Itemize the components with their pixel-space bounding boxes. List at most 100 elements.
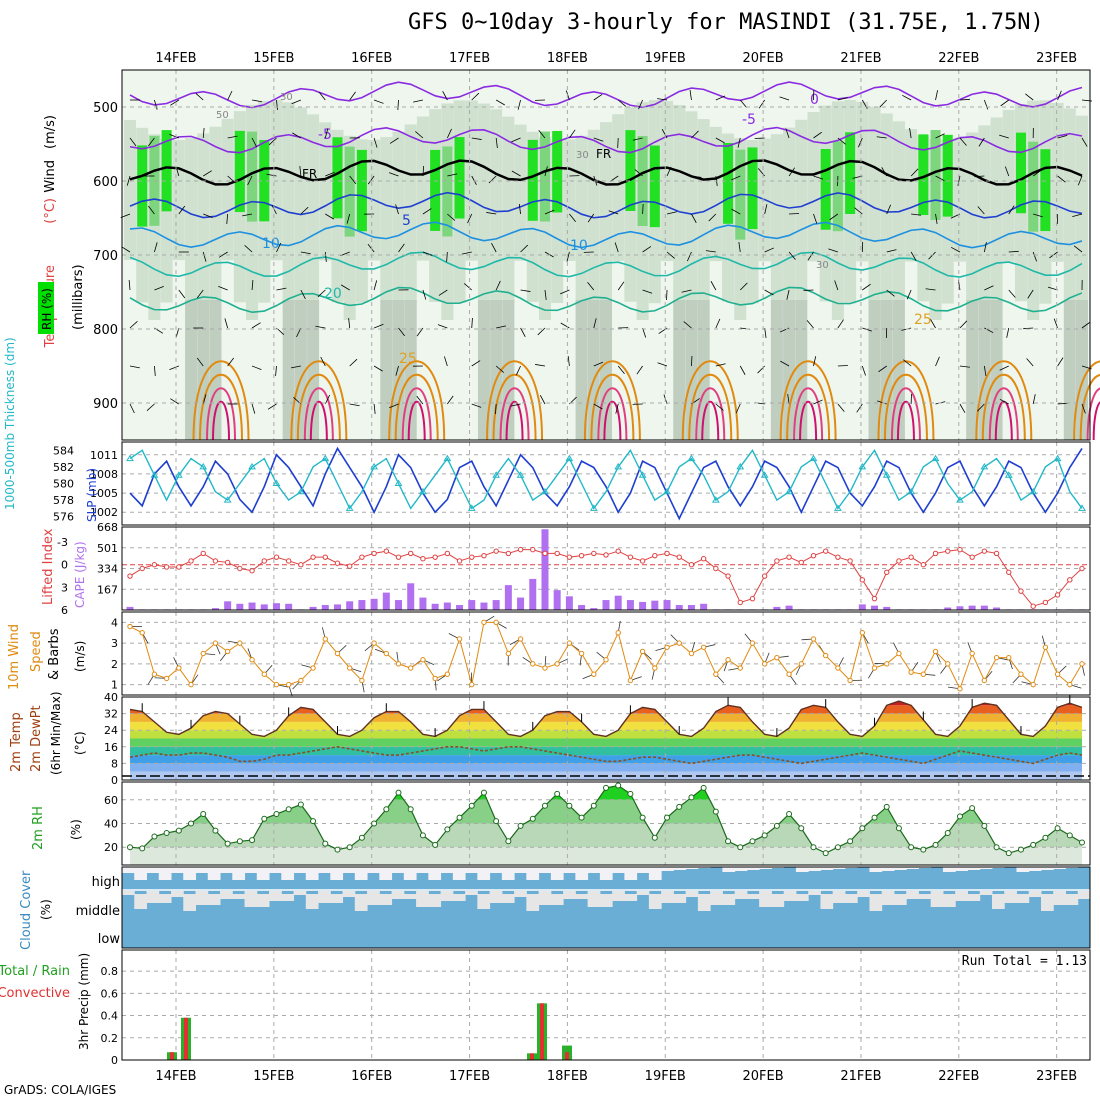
wind-barb <box>511 137 521 143</box>
rh-shading <box>477 103 490 302</box>
rh-point <box>334 846 341 853</box>
wind-barb <box>373 99 384 104</box>
wind-barb <box>999 134 1009 139</box>
rh-moist-shading <box>356 149 367 232</box>
wind-barb <box>906 289 912 300</box>
wind-barb <box>154 365 156 376</box>
thickness-point <box>443 454 452 462</box>
credit-label: GrADS: COLA/IGES <box>4 1083 117 1097</box>
lifted-index-point <box>224 559 231 566</box>
rh-point <box>432 841 439 848</box>
lifted-index-point <box>285 558 292 564</box>
middle-cloud-gap <box>514 891 527 897</box>
rh-shading <box>966 132 979 302</box>
rh-band <box>130 799 1082 824</box>
rh-point <box>554 790 561 797</box>
middle-cloud-gap <box>477 894 491 909</box>
precip-convective-bar <box>170 1052 174 1060</box>
wind-barb <box>715 318 721 329</box>
cape-bar <box>224 601 232 610</box>
lifted-index-point <box>469 554 475 560</box>
run-total-label: Run Total = 1.13 <box>962 954 1087 969</box>
wind-barb <box>463 283 473 291</box>
wind-barb <box>447 173 458 177</box>
wind-barb <box>764 204 768 215</box>
wind-barb <box>438 289 448 296</box>
wind-barb <box>715 137 725 144</box>
cape-bar <box>602 600 610 610</box>
lifted-index-point <box>1030 603 1036 609</box>
wind-barb <box>315 325 326 329</box>
wind-barb <box>544 209 555 215</box>
wind-speed-point <box>847 677 853 684</box>
wind-barb <box>537 327 546 336</box>
high-cloud-gap <box>759 867 772 869</box>
wind-barb <box>813 131 822 139</box>
wind-barb <box>1025 93 1034 101</box>
ylabel-wind: Wind <box>43 160 58 193</box>
high-cloud-gap <box>122 867 135 873</box>
rh-moist-shading <box>234 130 245 213</box>
wind-speed-point <box>664 644 670 650</box>
wind-barb <box>837 403 845 412</box>
wind-barb <box>520 289 531 292</box>
wind-barb <box>881 167 888 177</box>
cape-bar <box>321 605 329 610</box>
cape-bar <box>687 605 695 610</box>
middle-cloud-gap <box>1065 894 1079 905</box>
ylabel-speed: Speed <box>29 631 44 672</box>
wind-barb <box>785 128 790 139</box>
rh-moist-shading <box>332 137 343 219</box>
middle-cloud-gap <box>146 891 160 903</box>
bottom-date-label: 23FEB <box>1036 1069 1077 1084</box>
rh-point <box>761 832 768 839</box>
high-cloud-gap <box>869 867 883 872</box>
wind-barb <box>1000 99 1010 107</box>
rh-dry-shading <box>209 300 222 440</box>
high-cloud-gap <box>1053 867 1066 869</box>
warm-temperature-contour <box>583 360 641 441</box>
temp-panel <box>121 696 1091 781</box>
wind-speed-point <box>554 661 560 667</box>
middle-cloud-gap <box>330 894 344 903</box>
high-cloud-gap <box>624 867 638 880</box>
lifted-index-line <box>129 549 1083 607</box>
wind-barb <box>373 280 378 291</box>
warm-temperature-contour <box>994 401 1013 441</box>
warm-temperature-contour <box>407 401 426 441</box>
ylabel-temp: 2m Temp <box>9 712 24 772</box>
wind-barb <box>705 250 716 253</box>
warm-temperature-contour <box>786 374 831 441</box>
lifted-index-point <box>432 554 438 560</box>
middle-cloud-gap <box>318 891 331 903</box>
wind-barb <box>300 289 306 300</box>
wind-speed-point <box>310 665 316 671</box>
wind-barb <box>121 246 131 253</box>
middle-cloud-gap <box>1016 894 1030 903</box>
wind-barb <box>593 403 603 410</box>
lifted-index-point <box>505 550 512 557</box>
thickness-point <box>736 462 745 470</box>
high-cloud-gap <box>256 867 270 880</box>
wind-barb <box>349 175 357 185</box>
wind-barb <box>251 280 254 291</box>
high-cloud-gap <box>416 867 429 873</box>
lifted-index-point <box>908 554 914 560</box>
rh-moist-shading <box>454 137 465 219</box>
ylabel-precip: 3hr Precip (mm) <box>77 953 91 1050</box>
slp-tick-label: 1002 <box>90 506 118 519</box>
wind-barb <box>471 137 482 140</box>
wind-barb <box>587 213 595 223</box>
wind-barb <box>661 129 668 139</box>
rh-point <box>1030 841 1037 848</box>
wind-barb <box>593 94 603 101</box>
high-cloud-gap <box>183 867 197 880</box>
rh-point <box>627 790 634 797</box>
cape-bar <box>773 606 781 610</box>
rh-point <box>505 838 512 845</box>
wind-barb <box>268 137 277 146</box>
wind-speed-point <box>249 657 255 663</box>
lifted-index-point <box>273 554 280 560</box>
wind-barb <box>593 318 597 329</box>
wind-speed-point <box>969 650 975 657</box>
